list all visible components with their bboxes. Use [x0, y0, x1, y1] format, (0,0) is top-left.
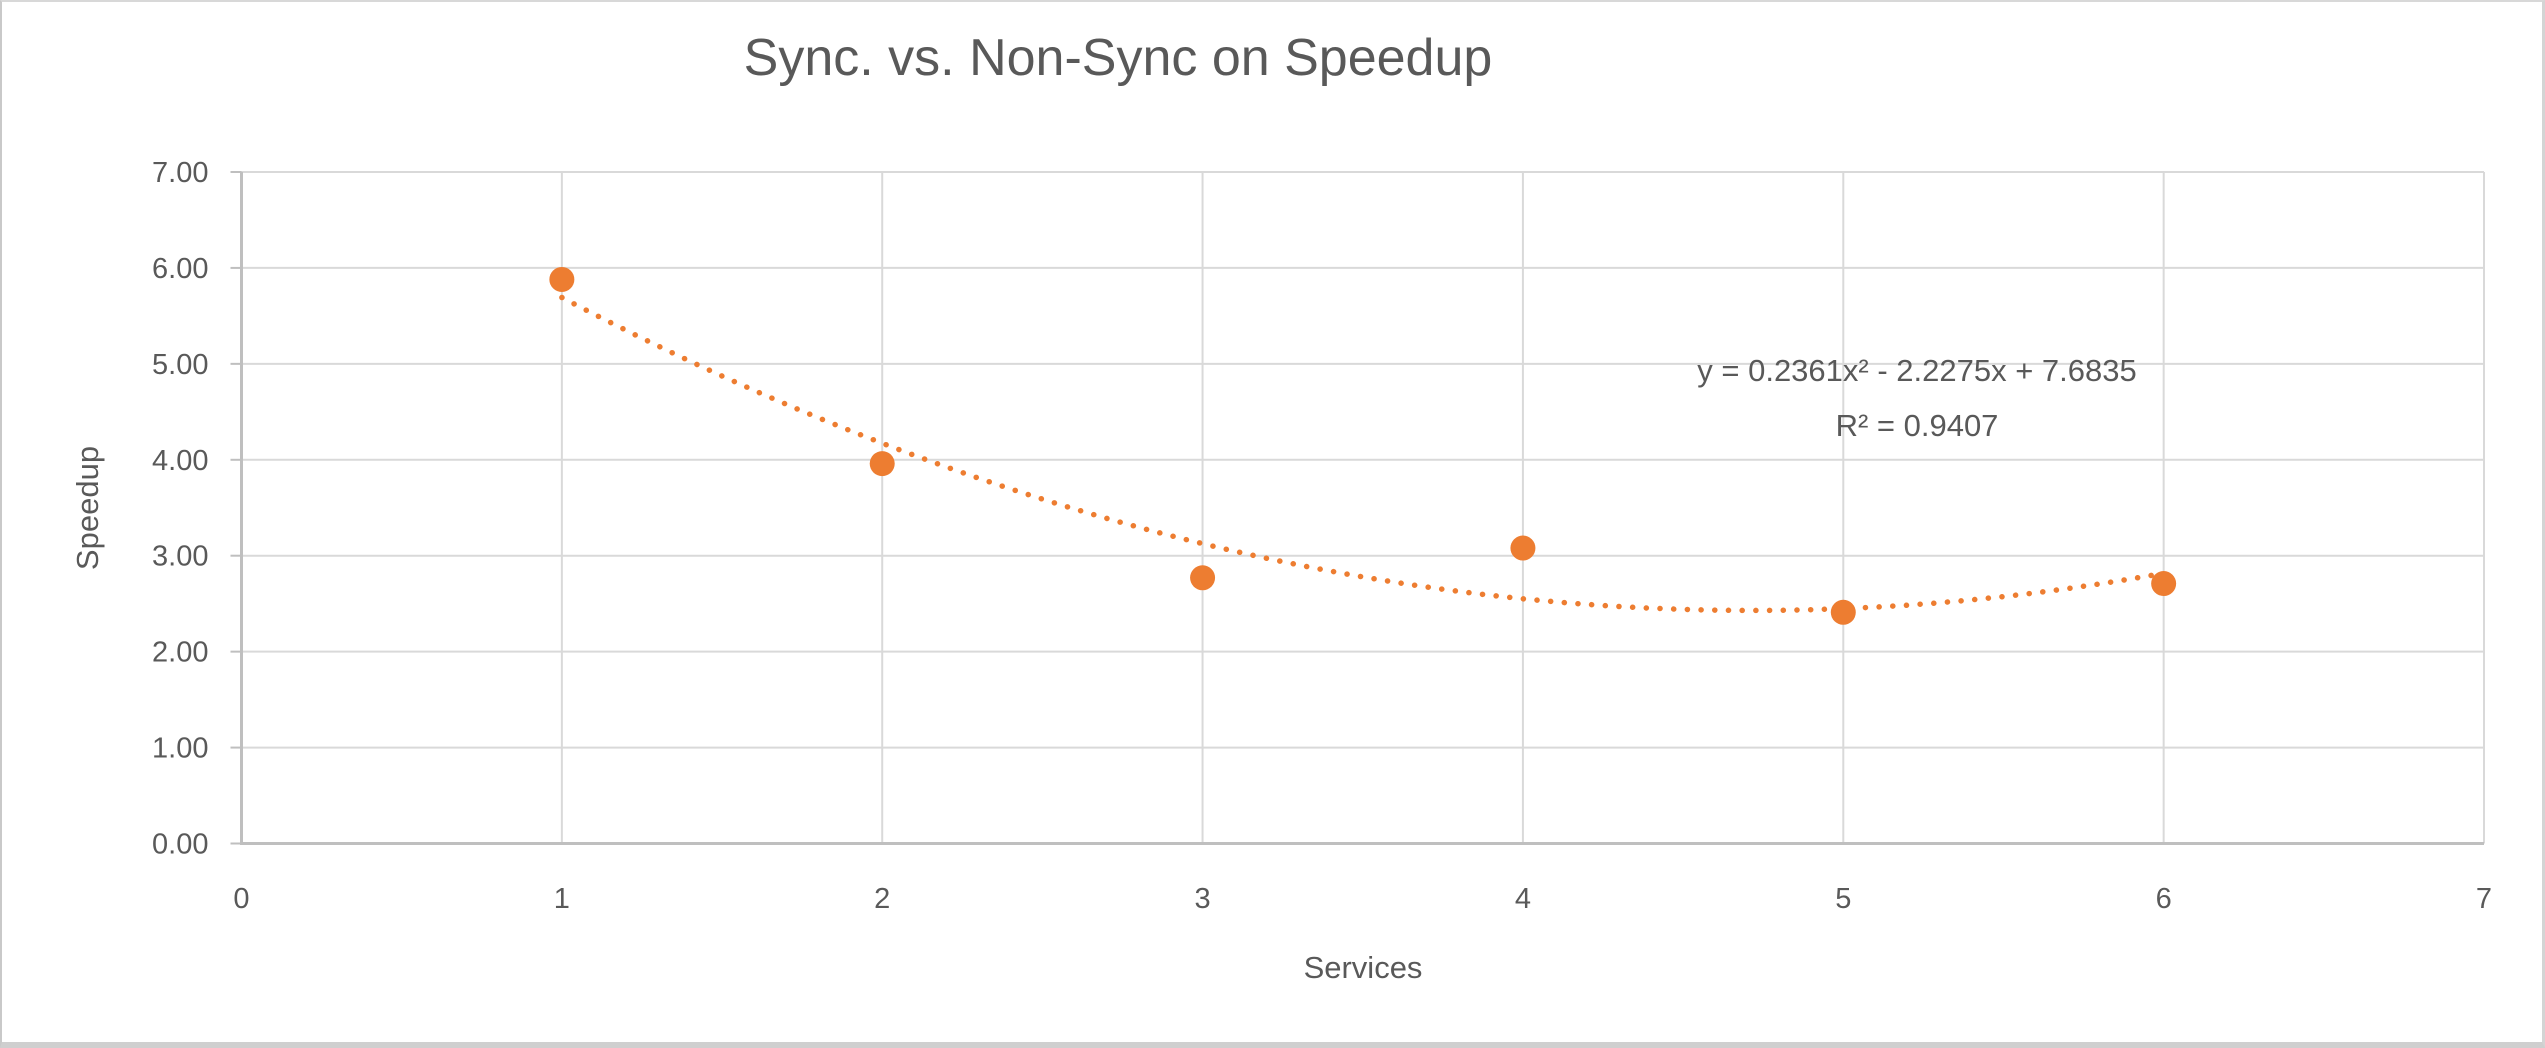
series-point[interactable]: [1830, 599, 1856, 625]
x-axis-title: Services: [1304, 950, 1423, 985]
y-tick-label: 7.00: [152, 157, 208, 189]
x-tick-label: 1: [554, 883, 570, 915]
series-point[interactable]: [1510, 535, 1536, 561]
series-point[interactable]: [869, 451, 895, 477]
y-tick-label: 3.00: [152, 541, 208, 573]
y-tick-label: 0.00: [152, 829, 208, 861]
x-tick-label: 7: [2476, 883, 2492, 915]
trendline[interactable]: [559, 294, 2167, 614]
x-tick-label: 2: [874, 883, 890, 915]
x-tick-label: 6: [2156, 883, 2172, 915]
trendline-label: y = 0.2361x² - 2.2275x + 7.6835 R² = 0.9…: [1697, 343, 2136, 453]
series-point[interactable]: [1190, 565, 1216, 591]
y-tick-label: 4.00: [152, 445, 208, 477]
x-tick-label: 5: [1835, 883, 1851, 915]
series-point[interactable]: [2151, 571, 2177, 597]
y-tick-label: 6.00: [152, 253, 208, 285]
x-tick-label: 4: [1515, 883, 1531, 915]
x-tick-label: 0: [233, 883, 249, 915]
series-point[interactable]: [549, 266, 575, 292]
trendline-equation: y = 0.2361x² - 2.2275x + 7.6835: [1697, 353, 2137, 388]
y-axis-title: Speedup: [70, 446, 105, 570]
y-tick-label: 1.00: [152, 733, 208, 765]
trendline-r-squared: R² = 0.9407: [1835, 408, 1999, 443]
x-tick-label: 3: [1195, 883, 1211, 915]
chart-title: Sync. vs. Non-Sync on Speedup: [743, 29, 1493, 87]
y-tick-label: 5.00: [152, 349, 208, 381]
y-tick-label: 2.00: [152, 637, 208, 669]
